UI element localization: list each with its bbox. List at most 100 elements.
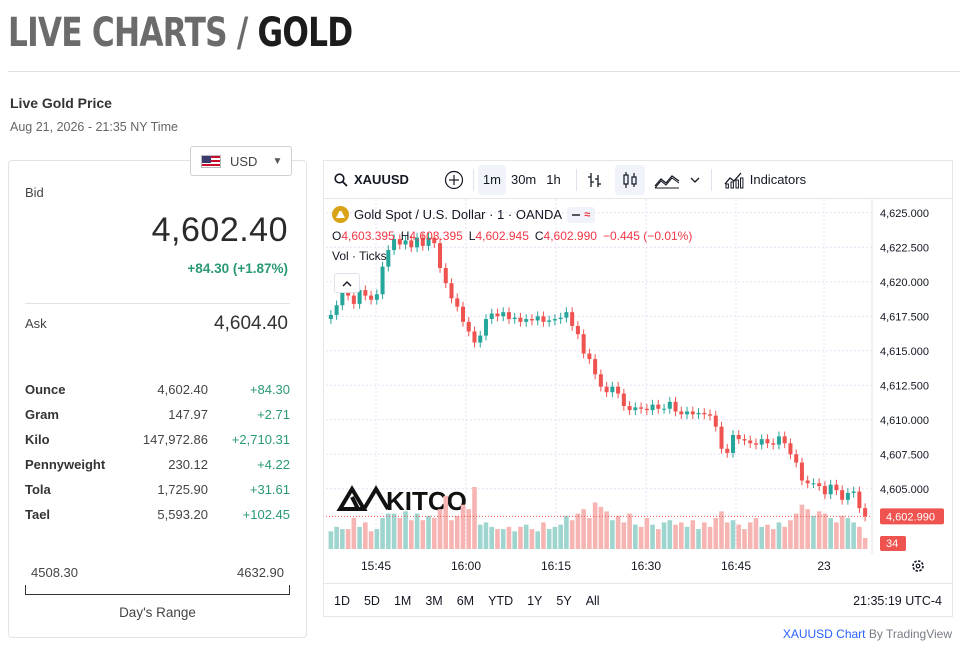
candle-body (777, 436, 781, 444)
volume-bar (478, 525, 483, 549)
volume-bar (708, 527, 713, 549)
volume-bar (811, 516, 816, 549)
range-all[interactable]: All (586, 594, 600, 608)
candle-body (375, 294, 379, 300)
chart-settings-gear-icon[interactable] (913, 561, 923, 571)
volume-bar (449, 520, 454, 549)
currency-select[interactable]: USD ▼ (190, 146, 292, 176)
symbol-search-button[interactable]: XAUUSD (324, 172, 419, 187)
candle-body (834, 485, 838, 491)
candle-body (806, 481, 810, 484)
volume-bar (576, 514, 581, 549)
candle-body (518, 318, 522, 322)
candle-body (788, 443, 792, 454)
candle-body (662, 409, 666, 410)
volume-bar (731, 520, 736, 549)
x-axis-tick-label: 15:45 (361, 559, 391, 573)
volume-bar (403, 511, 408, 549)
range-ytd[interactable]: YTD (488, 594, 513, 608)
volume-bar (363, 522, 368, 549)
chevron-down-icon: ▼ (272, 156, 282, 167)
volume-bar (432, 518, 437, 549)
chevron-up-icon (342, 280, 352, 287)
range-5d[interactable]: 5D (364, 594, 380, 608)
x-axis-tick-label: 16:15 (541, 559, 571, 573)
legend-visibility-pill[interactable]: ≈ (567, 207, 595, 223)
volume-bar (719, 511, 724, 549)
volume-bar (587, 518, 592, 549)
volume-bar (656, 529, 661, 549)
candle-body (587, 354, 591, 360)
volume-bar (346, 529, 351, 549)
day-range-label: Day's Range (9, 605, 306, 620)
range-6m[interactable]: 6M (457, 594, 474, 608)
interval-1m[interactable]: 1m (478, 165, 506, 195)
volume-bar (639, 527, 644, 549)
legend-collapse-button[interactable] (334, 273, 360, 293)
unit-price: 1,725.90 (108, 482, 208, 497)
candle-body (679, 412, 683, 415)
range-1m[interactable]: 1M (394, 594, 411, 608)
symbol-label: XAUUSD (354, 172, 409, 187)
volume-bar (541, 522, 546, 549)
volume-bar (759, 527, 764, 549)
volume-bar (558, 525, 563, 549)
unit-row-tael: Tael 5,593.20 +102.45 (25, 502, 290, 527)
unit-change: +2,710.31 (208, 432, 290, 447)
us-flag-icon (201, 155, 221, 168)
gear-ring (913, 561, 923, 571)
range-3m[interactable]: 3M (425, 594, 442, 608)
volume-bar (409, 520, 414, 549)
candle-body (444, 268, 448, 283)
area-style-button[interactable] (649, 165, 685, 195)
volume-bar (645, 518, 650, 549)
legend-low-value: 4,602.945 (475, 229, 528, 243)
candle-body (846, 493, 850, 500)
chart-clock[interactable]: 21:35:19 UTC-4 (853, 594, 942, 608)
chart-style-dropdown[interactable] (685, 165, 705, 195)
volume-bar (863, 538, 868, 549)
volume-bar (507, 527, 512, 549)
candle-body (656, 405, 660, 409)
unit-row-gram: Gram 147.97 +2.71 (25, 402, 290, 427)
kitco-watermark-text: KITCO (386, 486, 467, 516)
unit-row-tola: Tola 1,725.90 +31.61 (25, 477, 290, 502)
candles-style-button[interactable] (615, 165, 645, 195)
candle-body (771, 443, 775, 444)
candle-body (536, 316, 540, 320)
candle-body (737, 435, 741, 439)
compare-symbol-button[interactable] (439, 165, 469, 195)
bid-change: +84.30 (+1.87%) (187, 261, 288, 276)
unit-price: 5,593.20 (108, 507, 208, 522)
candle-body (863, 508, 867, 516)
unit-row-ounce: Ounce 4,602.40 +84.30 (25, 377, 290, 402)
volume-bar (736, 525, 741, 549)
indicators-button[interactable]: Indicators (716, 171, 814, 189)
tradingview-attribution[interactable]: XAUUSD Chart By TradingView (783, 627, 952, 641)
chevron-down-icon (690, 176, 700, 184)
volume-bar (553, 527, 558, 549)
y-axis-tick-label: 4,622.500 (880, 242, 929, 254)
interval-1h[interactable]: 1h (541, 165, 565, 195)
volume-bar (610, 520, 615, 549)
volume-bar (823, 514, 828, 549)
chart-legend: Gold Spot / U.S. Dollar · 1 · OANDA ≈ O4… (332, 206, 698, 263)
range-1d[interactable]: 1D (334, 594, 350, 608)
volume-bar (438, 509, 443, 549)
candle-body (702, 413, 706, 414)
interval-30m[interactable]: 30m (506, 165, 541, 195)
volume-bar (604, 511, 609, 549)
bar-style-button[interactable] (581, 165, 609, 195)
volume-bar (673, 525, 678, 549)
volume-bar (650, 525, 655, 549)
range-5y[interactable]: 5Y (556, 594, 571, 608)
volume-bar (690, 520, 695, 549)
range-1y[interactable]: 1Y (527, 594, 542, 608)
unit-name: Tola (25, 482, 108, 497)
volume-bar (713, 518, 718, 549)
volume-bar (840, 516, 845, 549)
candle-body (622, 394, 626, 406)
legend-open-key: O (332, 229, 341, 243)
candle-body (559, 318, 563, 319)
day-range-high: 4632.90 (237, 565, 284, 580)
